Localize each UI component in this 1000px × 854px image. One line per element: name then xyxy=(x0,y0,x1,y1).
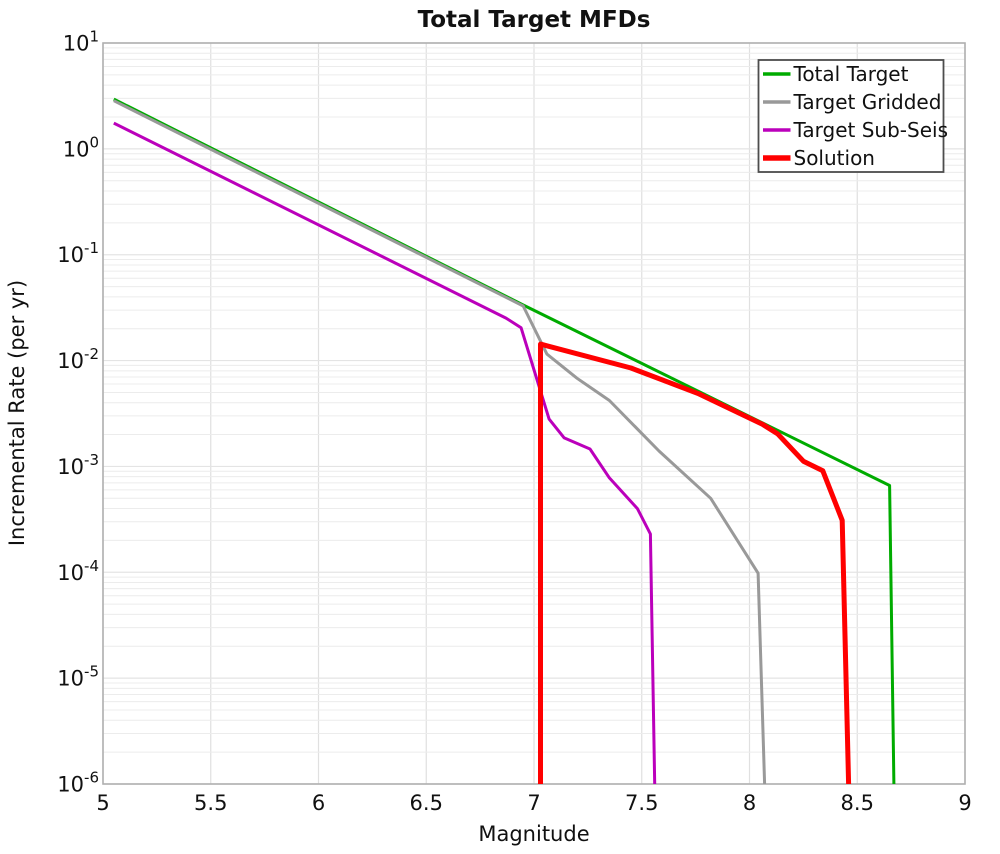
y-tick-label: 10-3 xyxy=(57,451,99,479)
y-tick-label: 100 xyxy=(63,133,99,161)
series-line-total-target xyxy=(113,97,896,785)
y-axis-label: Incremental Rate (per yr) xyxy=(5,280,29,546)
chart-title: Total Target MFDs xyxy=(418,7,651,33)
x-tick-label: 6 xyxy=(312,791,325,815)
legend: Total Target Target Gridded Target Sub-Sei… xyxy=(757,59,949,173)
legend-label-total-target: Total Target xyxy=(793,62,909,86)
legend-label-target-sub-seis: Target Sub-Seis xyxy=(793,118,949,142)
x-tick-label: 5 xyxy=(96,791,109,815)
data-series xyxy=(113,97,896,785)
minor-gridlines xyxy=(103,47,965,753)
x-tick-label: 6.5 xyxy=(410,791,443,815)
y-tick-label: 10-2 xyxy=(57,345,99,373)
y-tick-label: 10-6 xyxy=(57,769,99,797)
x-tick-label: 7 xyxy=(527,791,540,815)
legend-label-target-gridded: Target Gridded xyxy=(793,90,942,114)
x-tick-label: 9 xyxy=(958,791,971,815)
x-tick-labels: 5 5.5 6 6.5 7 7.5 8 8.5 9 xyxy=(96,791,971,815)
x-tick-label: 7.5 xyxy=(625,791,658,815)
y-tick-label: 10-5 xyxy=(57,663,99,691)
y-tick-label: 10-4 xyxy=(57,557,99,585)
plot-frame xyxy=(102,42,966,785)
legend-box xyxy=(757,59,945,173)
x-tick-label: 5.5 xyxy=(194,791,227,815)
x-axis-label: Magnitude xyxy=(478,822,589,846)
x-tick-label: 8.5 xyxy=(841,791,874,815)
legend-label-solution: Solution xyxy=(794,146,875,170)
series-line-target-sub-seis xyxy=(113,121,657,785)
y-tick-labels: 101 100 10-1 10-2 10-3 10-4 10-5 10-6 xyxy=(57,28,99,797)
series-line-solution xyxy=(538,341,852,785)
y-tick-label: 10-1 xyxy=(57,239,99,267)
x-tick-label: 8 xyxy=(743,791,756,815)
series-line-target-gridded xyxy=(113,99,767,785)
y-tick-label: 101 xyxy=(63,28,99,56)
